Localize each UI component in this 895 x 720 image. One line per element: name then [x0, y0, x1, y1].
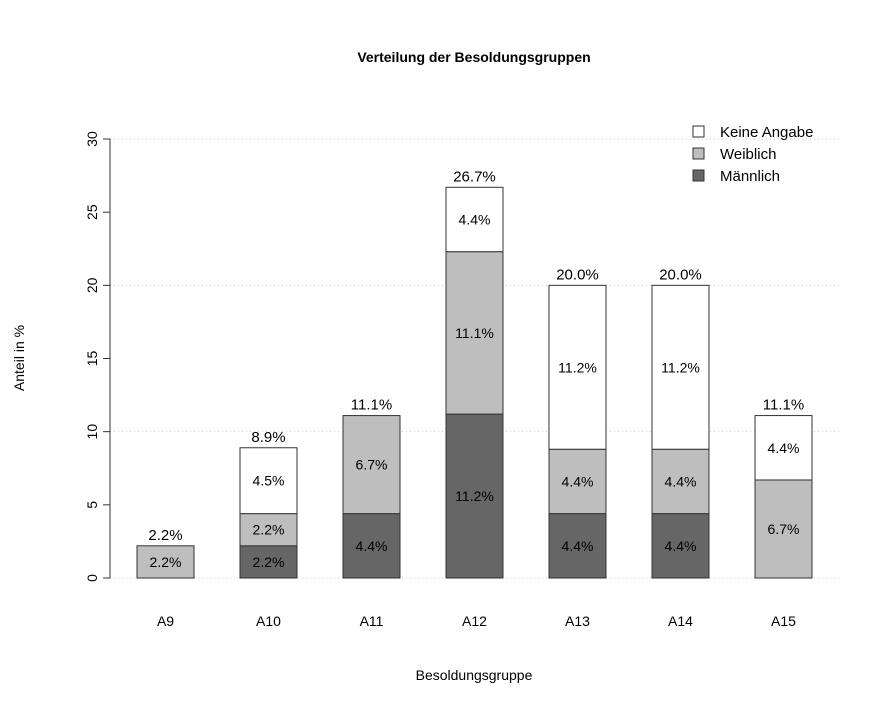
- bar-segment-keine-angabe: [239, 447, 298, 515]
- x-tick-label: A12: [462, 613, 487, 629]
- total-label: 26.7%: [453, 168, 496, 185]
- segment-label: 2.2%: [253, 554, 285, 570]
- chart-title: Verteilung der Besoldungsgruppen: [357, 49, 590, 65]
- y-tick-label: 0: [84, 574, 100, 582]
- y-tick-label: 25: [84, 204, 100, 220]
- total-label: 11.1%: [763, 397, 804, 414]
- bar-segment-weiblich: [754, 479, 813, 579]
- total-label: 20.0%: [556, 266, 599, 283]
- legend-swatch: [692, 147, 705, 160]
- segment-label: 2.2%: [150, 554, 182, 570]
- segment-label: 6.7%: [356, 457, 388, 473]
- legend-label: Keine Angabe: [720, 124, 813, 141]
- y-axis-label: Anteil in %: [11, 325, 27, 391]
- segment-label: 11.2%: [558, 359, 597, 375]
- legend-swatch: [692, 125, 705, 138]
- segment-label: 11.2%: [455, 488, 494, 504]
- bar-segment-männlich: [445, 413, 504, 579]
- bar-segment-keine-angabe: [651, 284, 710, 450]
- bar-segment-männlich: [651, 513, 710, 579]
- x-tick-label: A15: [771, 613, 796, 629]
- y-tick-label: 10: [84, 424, 100, 440]
- segment-label: 11.1%: [455, 325, 494, 341]
- y-tick-label: 30: [84, 131, 100, 147]
- segment-label: 2.2%: [253, 522, 285, 538]
- total-label: 20.0%: [659, 266, 702, 283]
- segment-label: 6.7%: [768, 521, 800, 537]
- x-tick-label: A13: [565, 613, 590, 629]
- x-tick-label: A9: [157, 613, 174, 629]
- segment-label: 4.4%: [562, 538, 594, 554]
- segment-label: 4.4%: [665, 473, 697, 489]
- legend-swatch: [692, 169, 705, 182]
- legend-label: Weiblich: [720, 146, 776, 163]
- bar-segment-keine-angabe: [754, 415, 813, 481]
- bar-segment-männlich: [342, 513, 401, 579]
- x-tick-label: A11: [360, 613, 384, 629]
- bar-segment-männlich: [548, 513, 607, 579]
- segment-label: 4.4%: [562, 473, 594, 489]
- x-tick-label: A10: [256, 613, 281, 629]
- segment-label: 4.4%: [665, 538, 697, 554]
- bar-segment-weiblich: [136, 545, 195, 579]
- segment-label: 11.2%: [661, 359, 700, 375]
- bar-segment-männlich: [239, 545, 298, 579]
- bar-segment-weiblich: [342, 415, 401, 515]
- total-label: 2.2%: [148, 527, 182, 544]
- bar-segment-weiblich: [651, 448, 710, 515]
- bar-segment-keine-angabe: [548, 284, 607, 450]
- segment-label: 4.4%: [768, 440, 800, 456]
- total-label: 11.1%: [351, 397, 392, 414]
- bar-segment-keine-angabe: [445, 186, 504, 253]
- x-tick-label: A14: [668, 613, 693, 629]
- segment-label: 4.4%: [459, 211, 491, 227]
- legend-label: Männlich: [720, 168, 780, 185]
- bar-segment-weiblich: [548, 448, 607, 515]
- y-tick-label: 20: [84, 277, 100, 293]
- y-tick-label: 5: [84, 501, 100, 509]
- segment-label: 4.5%: [253, 473, 285, 489]
- total-label: 8.9%: [251, 429, 285, 446]
- y-tick-label: 15: [84, 351, 100, 367]
- segment-label: 4.4%: [356, 538, 388, 554]
- x-axis-label: Besoldungsgruppe: [416, 667, 533, 683]
